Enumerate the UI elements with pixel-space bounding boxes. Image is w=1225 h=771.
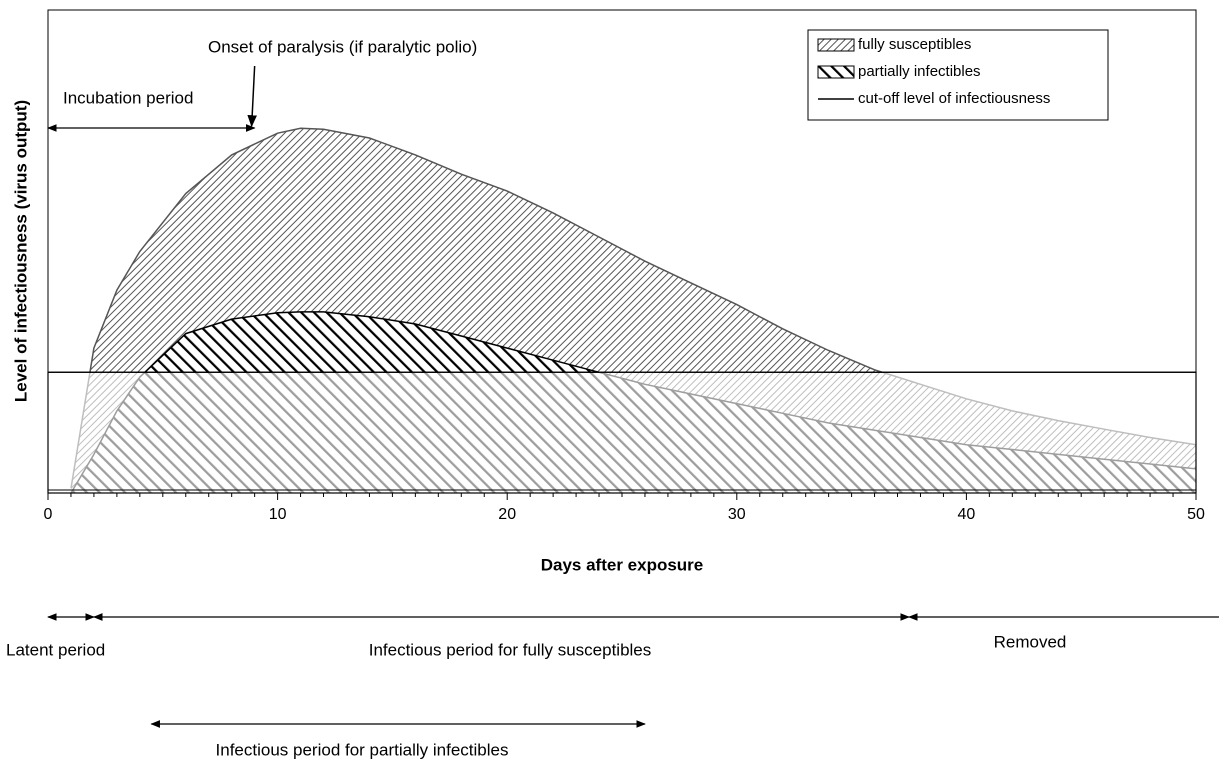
annotation-text: Infectious period for partially infectib… [216,740,509,759]
annotation-arrow [247,65,257,128]
annotation-text: Onset of paralysis (if paralytic polio) [208,37,477,56]
annotation-text: Removed [994,632,1067,651]
annotation-text: Incubation period [63,88,193,107]
x-tick-label: 40 [958,506,976,523]
annotation-text: Infectious period for fully susceptibles [369,640,652,659]
x-tick-label: 30 [728,506,746,523]
x-tick-label: 50 [1187,506,1205,523]
legend-label: partially infectibles [858,63,981,80]
y-axis-label: Level of infectiousness (virus output) [11,100,30,402]
legend-swatch [817,65,855,79]
x-axis-label: Days after exposure [541,555,704,574]
annotation-text: Latent period [6,640,105,659]
x-tick-label: 0 [44,506,53,523]
legend-box [807,29,1109,121]
cutoff-fade [47,371,1197,494]
legend-label: fully susceptibles [858,36,971,53]
x-tick-label: 10 [269,506,287,523]
legend-label: cut-off level of infectiousness [858,90,1050,107]
x-tick-label: 20 [498,506,516,523]
legend-swatch [817,38,855,52]
